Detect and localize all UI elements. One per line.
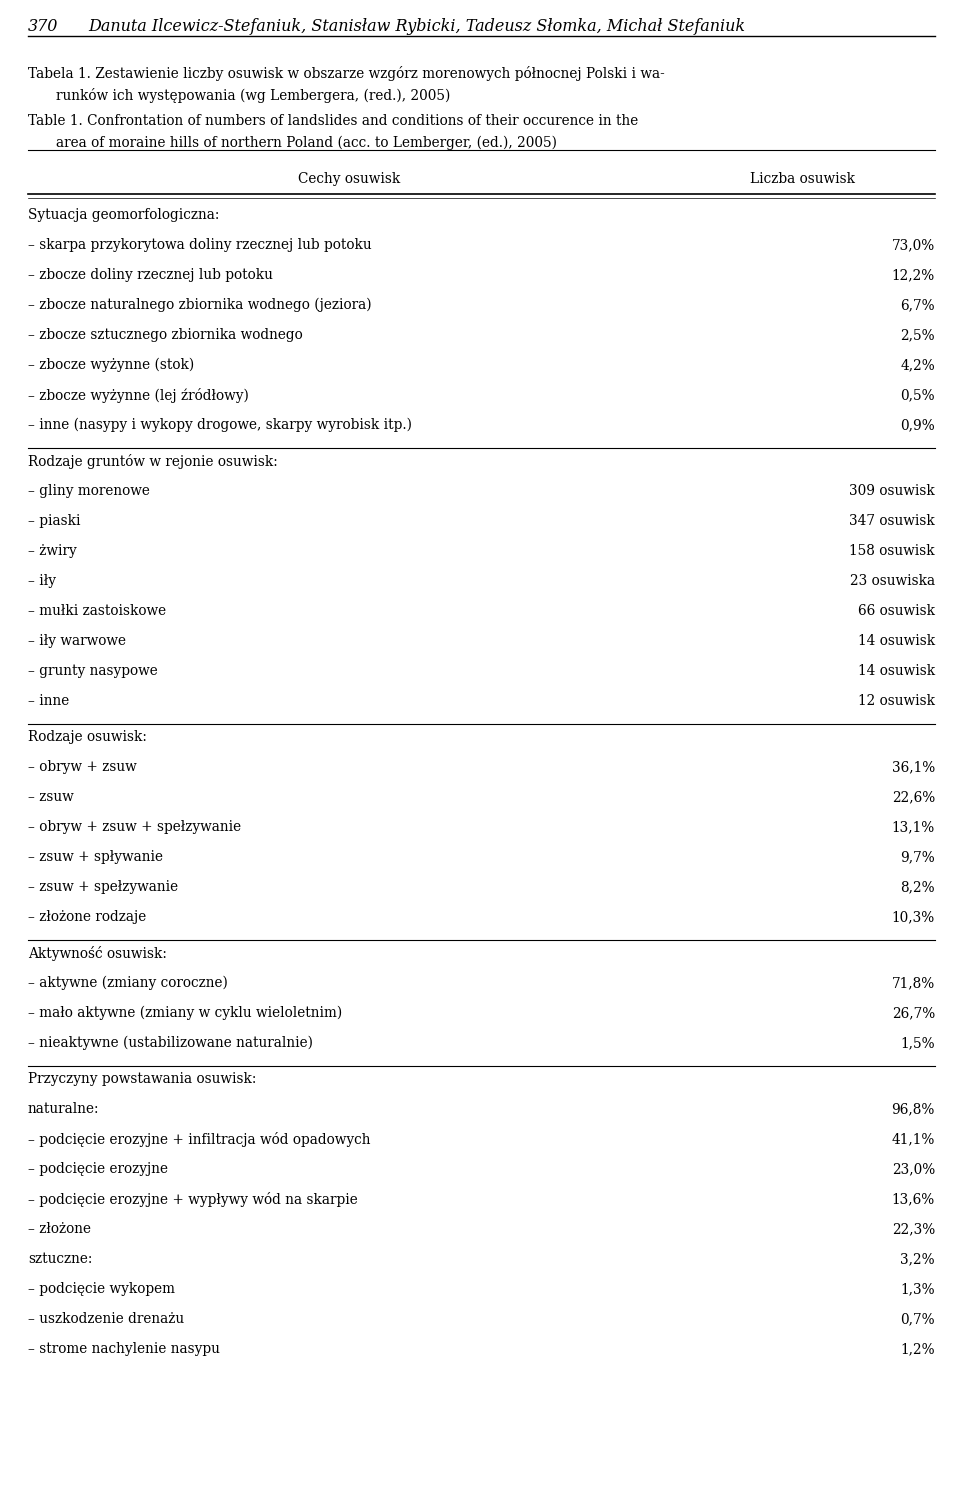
Text: – nieaktywne (ustabilizowane naturalnie): – nieaktywne (ustabilizowane naturalnie): [28, 1036, 313, 1050]
Text: – zbocze wyżynne (stok): – zbocze wyżynne (stok): [28, 358, 194, 373]
Text: Rodzaje osuwisk:: Rodzaje osuwisk:: [28, 729, 147, 744]
Text: – zbocze wyżynne (lej źródłowy): – zbocze wyżynne (lej źródłowy): [28, 388, 249, 403]
Text: – zsuw + spełzywanie: – zsuw + spełzywanie: [28, 880, 179, 893]
Text: – iły: – iły: [28, 575, 56, 588]
Text: 22,3%: 22,3%: [892, 1221, 935, 1236]
Text: 8,2%: 8,2%: [900, 880, 935, 893]
Text: – zbocze sztucznego zbiornika wodnego: – zbocze sztucznego zbiornika wodnego: [28, 328, 302, 341]
Text: naturalne:: naturalne:: [28, 1102, 100, 1116]
Text: – uszkodzenie drenażu: – uszkodzenie drenażu: [28, 1311, 184, 1327]
Text: 36,1%: 36,1%: [892, 760, 935, 775]
Text: – złożone: – złożone: [28, 1221, 91, 1236]
Text: – obryw + zsuw: – obryw + zsuw: [28, 760, 136, 775]
Text: 0,7%: 0,7%: [900, 1311, 935, 1327]
Text: 23,0%: 23,0%: [892, 1163, 935, 1176]
Text: 12,2%: 12,2%: [892, 268, 935, 283]
Text: 158 osuwisk: 158 osuwisk: [850, 544, 935, 558]
Text: – skarpa przykorytowa doliny rzecznej lub potoku: – skarpa przykorytowa doliny rzecznej lu…: [28, 238, 372, 253]
Text: 0,9%: 0,9%: [900, 418, 935, 432]
Text: Danuta Ilcewicz-Stefaniuk, Stanisław Rybicki, Tadeusz Słomka, Michał Stefaniuk: Danuta Ilcewicz-Stefaniuk, Stanisław Ryb…: [88, 18, 745, 35]
Text: – piaski: – piaski: [28, 514, 81, 528]
Text: Przyczyny powstawania osuwisk:: Przyczyny powstawania osuwisk:: [28, 1072, 256, 1086]
Text: 347 osuwisk: 347 osuwisk: [850, 514, 935, 528]
Text: 96,8%: 96,8%: [892, 1102, 935, 1116]
Text: – zsuw: – zsuw: [28, 790, 74, 805]
Text: 13,6%: 13,6%: [892, 1193, 935, 1206]
Text: – mało aktywne (zmiany w cyklu wieloletnim): – mało aktywne (zmiany w cyklu wieloletn…: [28, 1006, 343, 1020]
Text: 41,1%: 41,1%: [892, 1133, 935, 1146]
Text: 14 osuwisk: 14 osuwisk: [858, 635, 935, 648]
Text: 10,3%: 10,3%: [892, 910, 935, 923]
Text: – podcięcie wykopem: – podcięcie wykopem: [28, 1281, 175, 1296]
Text: Cechy osuwisk: Cechy osuwisk: [298, 171, 400, 186]
Text: 1,3%: 1,3%: [900, 1281, 935, 1296]
Text: – podcięcie erozyjne + wypływy wód na skarpie: – podcięcie erozyjne + wypływy wód na sk…: [28, 1193, 358, 1208]
Text: Aktywność osuwisk:: Aktywność osuwisk:: [28, 946, 167, 961]
Text: 4,2%: 4,2%: [900, 358, 935, 371]
Text: Rodzaje gruntów w rejonie osuwisk:: Rodzaje gruntów w rejonie osuwisk:: [28, 454, 277, 469]
Text: 9,7%: 9,7%: [900, 850, 935, 863]
Text: 1,5%: 1,5%: [900, 1036, 935, 1050]
Text: 23 osuwiska: 23 osuwiska: [850, 575, 935, 588]
Text: – mułki zastoiskowe: – mułki zastoiskowe: [28, 605, 166, 618]
Text: – podcięcie erozyjne: – podcięcie erozyjne: [28, 1163, 168, 1176]
Text: – zbocze naturalnego zbiornika wodnego (jeziora): – zbocze naturalnego zbiornika wodnego (…: [28, 298, 372, 313]
Text: – złożone rodzaje: – złożone rodzaje: [28, 910, 146, 923]
Text: 1,2%: 1,2%: [900, 1342, 935, 1357]
Text: 2,5%: 2,5%: [900, 328, 935, 341]
Text: – aktywne (zmiany coroczne): – aktywne (zmiany coroczne): [28, 976, 228, 991]
Text: 66 osuwisk: 66 osuwisk: [858, 605, 935, 618]
Text: area of moraine hills of northern Poland (acc. to Lemberger, (ed.), 2005): area of moraine hills of northern Poland…: [56, 135, 557, 150]
Text: – inne: – inne: [28, 693, 69, 708]
Text: – inne (nasypy i wykopy drogowe, skarpy wyrobisk itp.): – inne (nasypy i wykopy drogowe, skarpy …: [28, 418, 412, 432]
Text: sztuczne:: sztuczne:: [28, 1251, 92, 1266]
Text: Sytuacja geomorfologiczna:: Sytuacja geomorfologiczna:: [28, 208, 220, 223]
Text: 22,6%: 22,6%: [892, 790, 935, 805]
Text: – zbocze doliny rzecznej lub potoku: – zbocze doliny rzecznej lub potoku: [28, 268, 273, 283]
Text: Table 1. Confrontation of numbers of landslides and conditions of their occurenc: Table 1. Confrontation of numbers of lan…: [28, 114, 638, 128]
Text: 71,8%: 71,8%: [892, 976, 935, 990]
Text: – strome nachylenie nasypu: – strome nachylenie nasypu: [28, 1342, 220, 1357]
Text: Tabela 1. Zestawienie liczby osuwisk w obszarze wzgórz morenowych północnej Pols: Tabela 1. Zestawienie liczby osuwisk w o…: [28, 66, 664, 81]
Text: 12 osuwisk: 12 osuwisk: [858, 693, 935, 708]
Text: 0,5%: 0,5%: [900, 388, 935, 402]
Text: – iły warwowe: – iły warwowe: [28, 635, 126, 648]
Text: 3,2%: 3,2%: [900, 1251, 935, 1266]
Text: – zsuw + spływanie: – zsuw + spływanie: [28, 850, 163, 863]
Text: 26,7%: 26,7%: [892, 1006, 935, 1020]
Text: – grunty nasypowe: – grunty nasypowe: [28, 663, 157, 678]
Text: 73,0%: 73,0%: [892, 238, 935, 253]
Text: 6,7%: 6,7%: [900, 298, 935, 311]
Text: Liczba osuwisk: Liczba osuwisk: [750, 171, 855, 186]
Text: 13,1%: 13,1%: [892, 820, 935, 835]
Text: runków ich występowania (wg Lembergera, (red.), 2005): runków ich występowania (wg Lembergera, …: [56, 89, 450, 102]
Text: – podcięcie erozyjne + infiltracja wód opadowych: – podcięcie erozyjne + infiltracja wód o…: [28, 1133, 371, 1148]
Text: – gliny morenowe: – gliny morenowe: [28, 484, 150, 498]
Text: – żwiry: – żwiry: [28, 544, 77, 558]
Text: 370: 370: [28, 18, 59, 35]
Text: – obryw + zsuw + spełzywanie: – obryw + zsuw + spełzywanie: [28, 820, 241, 835]
Text: 309 osuwisk: 309 osuwisk: [850, 484, 935, 498]
Text: 14 osuwisk: 14 osuwisk: [858, 663, 935, 678]
